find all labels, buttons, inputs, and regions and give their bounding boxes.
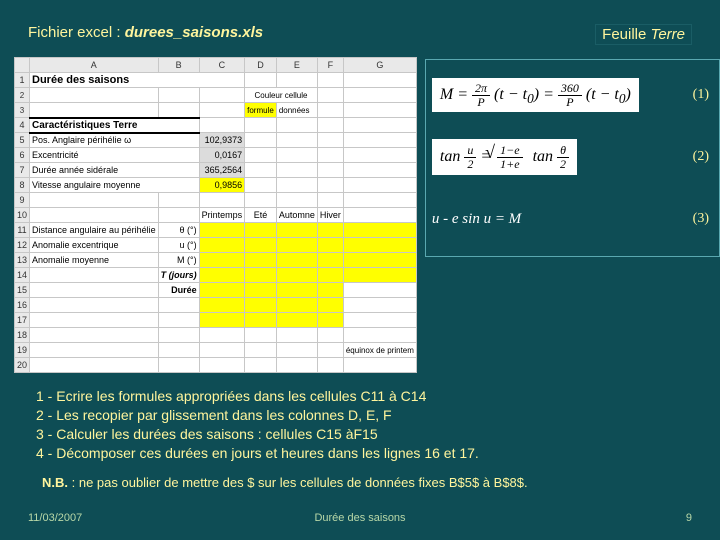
formula-3-num: (3) [693,211,713,227]
param-3-val: 0,9856 [199,178,245,193]
col-D: D [245,58,277,73]
footer-title: Durée des saisons [314,512,405,524]
param-2-val: 365,2564 [199,163,245,178]
col-E: E [276,58,317,73]
file-label: Fichier excel : durees_saisons.xls [28,24,263,45]
legend-formule: formule [245,103,277,118]
section-caract: Caractéristiques Terre [30,118,200,133]
footer-page: 9 [686,512,692,524]
sheet-title: Durée des saisons [30,73,245,88]
formula-1-num: (1) [693,87,713,103]
col-B: B [158,58,199,73]
param-0-val: 102,9373 [199,133,245,148]
var-0-label: Distance angulaire au périhélie [30,223,159,238]
footer-date: 11/03/2007 [28,512,82,524]
param-2-label: Durée année sidérale [30,163,200,178]
nota-bene: N.B. : ne pas oublier de mettre des $ su… [0,471,720,490]
nb-text: : ne pas oublier de mettre des $ sur les… [68,475,528,490]
instructions: 1 - Ecrire les formules appropriées dans… [0,373,720,471]
legend-label: Couleur cellule [245,88,318,103]
formula-2-eq: tan u2 = 1−e1+e tan θ2 [432,139,577,174]
instruction-4: 4 - Décomposer ces durées en jours et he… [36,444,692,463]
sheet-label: Feuille Terre [595,24,692,45]
formula-2: tan u2 = 1−e1+e tan θ2 (2) [432,126,713,188]
param-1-val: 0,0167 [199,148,245,163]
var-2-sym: M (°) [158,253,199,268]
corner-cell [15,58,30,73]
formulas-panel: M = 2πP (t − t0) = 360P (t − t0) (1) tan… [425,59,720,257]
season-0: Printemps [199,208,245,223]
col-G: G [343,58,416,73]
nb-label: N.B. [42,475,68,490]
formula-3-eq: u - e sin u = M [432,211,521,228]
formula-1-eq: M = 2πP (t − t0) = 360P (t − t0) [432,78,639,112]
equinox-label: équinox de printem [343,343,416,358]
season-3: Hiver [317,208,343,223]
legend-donnees: données [276,103,317,118]
filename: durees_saisons.xls [125,24,263,41]
var-1-label: Anomalie excentrique [30,238,159,253]
file-prefix: Fichier excel : [28,24,125,41]
col-F: F [317,58,343,73]
var-0-sym: θ (°) [158,223,199,238]
spreadsheet: A B C D E F G 1Durée des saisons 2Couleu… [14,57,417,373]
instruction-1: 1 - Ecrire les formules appropriées dans… [36,387,692,406]
sheet-name: Terre [651,26,685,43]
col-C: C [199,58,245,73]
col-A: A [30,58,159,73]
param-3-label: Vitesse angulaire moyenne [30,178,200,193]
var-1-sym: u (°) [158,238,199,253]
season-2: Automne [276,208,317,223]
season-1: Eté [245,208,277,223]
formula-3: u - e sin u = M (3) [432,188,713,250]
var-3-sym: T (jours) [158,268,199,283]
formula-2-num: (2) [693,149,713,165]
param-0-label: Pos. Anglaire périhélie ω [30,133,200,148]
param-1-label: Excentricité [30,148,200,163]
instruction-3: 3 - Calculer les durées des saisons : ce… [36,425,692,444]
var-4-sym: Durée [158,283,199,298]
sheet-prefix: Feuille [602,26,650,43]
instruction-2: 2 - Les recopier par glissement dans les… [36,406,692,425]
footer: 11/03/2007 Durée des saisons 9 [0,512,720,524]
formula-1: M = 2πP (t − t0) = 360P (t − t0) (1) [432,64,713,126]
var-2-label: Anomalie moyenne [30,253,159,268]
